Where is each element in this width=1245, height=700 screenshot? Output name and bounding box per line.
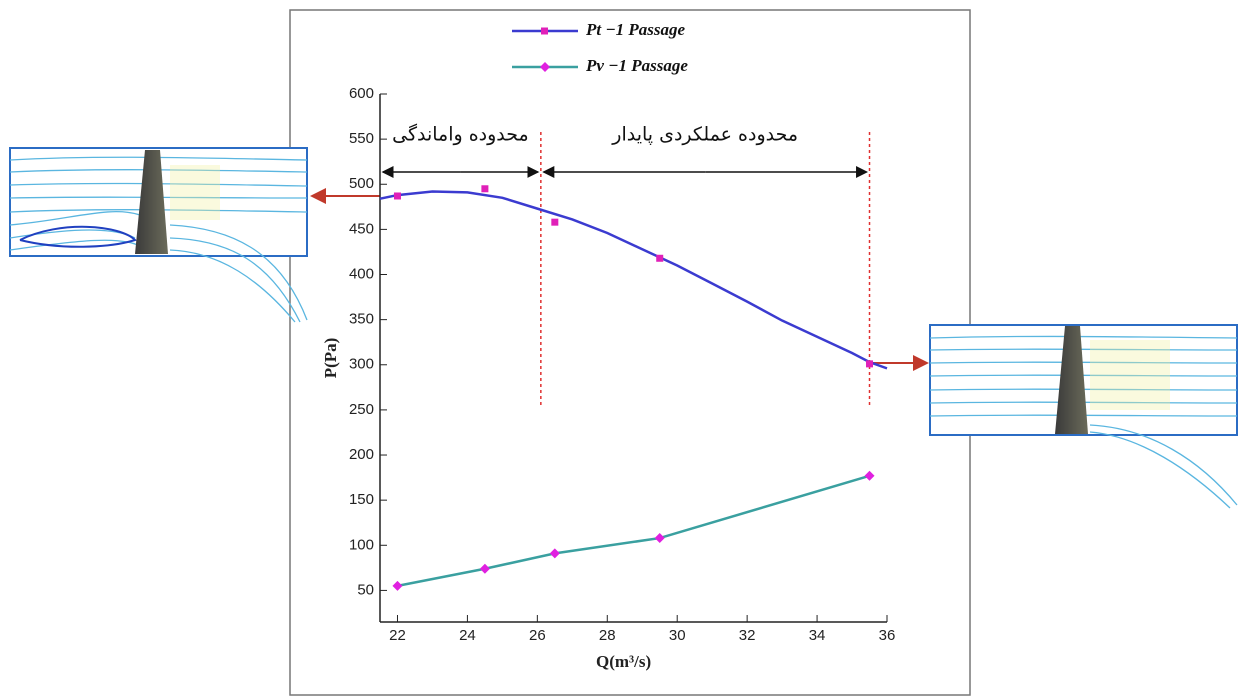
y-tick-label: 450 — [349, 220, 374, 237]
frame — [289, 9, 971, 696]
legend-label: Pt −1 Passage — [585, 20, 686, 39]
y-tick-label: 550 — [349, 130, 374, 147]
region-label: محدوده واماندگی — [392, 123, 529, 146]
x-tick-label: 36 — [879, 627, 896, 644]
data-point — [481, 185, 489, 193]
data-point — [866, 360, 874, 368]
data-point — [392, 580, 403, 591]
y-tick-label: 600 — [349, 85, 374, 102]
series-line — [397, 474, 870, 588]
data-point — [393, 192, 401, 200]
data-point — [551, 218, 559, 226]
flow-image-left — [9, 147, 308, 323]
x-tick-label: 32 — [739, 627, 756, 644]
flow-image-right — [929, 324, 1238, 509]
y-tick-label: 500 — [349, 175, 374, 192]
legend-marker — [540, 62, 550, 72]
y-axis-label: P(Pa) — [321, 338, 340, 379]
data-point — [654, 533, 665, 544]
x-tick-label: 30 — [669, 627, 686, 644]
y-tick-label: 200 — [349, 446, 374, 463]
y-tick-label: 250 — [349, 401, 374, 418]
x-tick-label: 24 — [459, 627, 476, 644]
x-tick-label: 28 — [599, 627, 616, 644]
y-tick-label: 150 — [349, 491, 374, 508]
x-tick-label: 34 — [809, 627, 826, 644]
data-point — [656, 254, 664, 262]
region-label: محدوده عملکردی پایدار — [611, 124, 798, 146]
x-axis-label: Q(m³/s) — [596, 652, 651, 671]
y-tick-label: 350 — [349, 311, 374, 328]
x-tick-label: 22 — [389, 627, 406, 644]
data-point — [549, 548, 560, 559]
y-tick-label: 50 — [357, 581, 374, 598]
legend-marker — [541, 27, 548, 35]
data-point — [479, 563, 490, 574]
data-point — [864, 470, 875, 481]
y-tick-label: 300 — [349, 356, 374, 373]
x-tick-label: 26 — [529, 627, 546, 644]
y-tick-label: 400 — [349, 265, 374, 282]
series-line — [379, 190, 888, 370]
legend-label: Pv −1 Passage — [585, 56, 688, 75]
y-tick-label: 100 — [349, 536, 374, 553]
